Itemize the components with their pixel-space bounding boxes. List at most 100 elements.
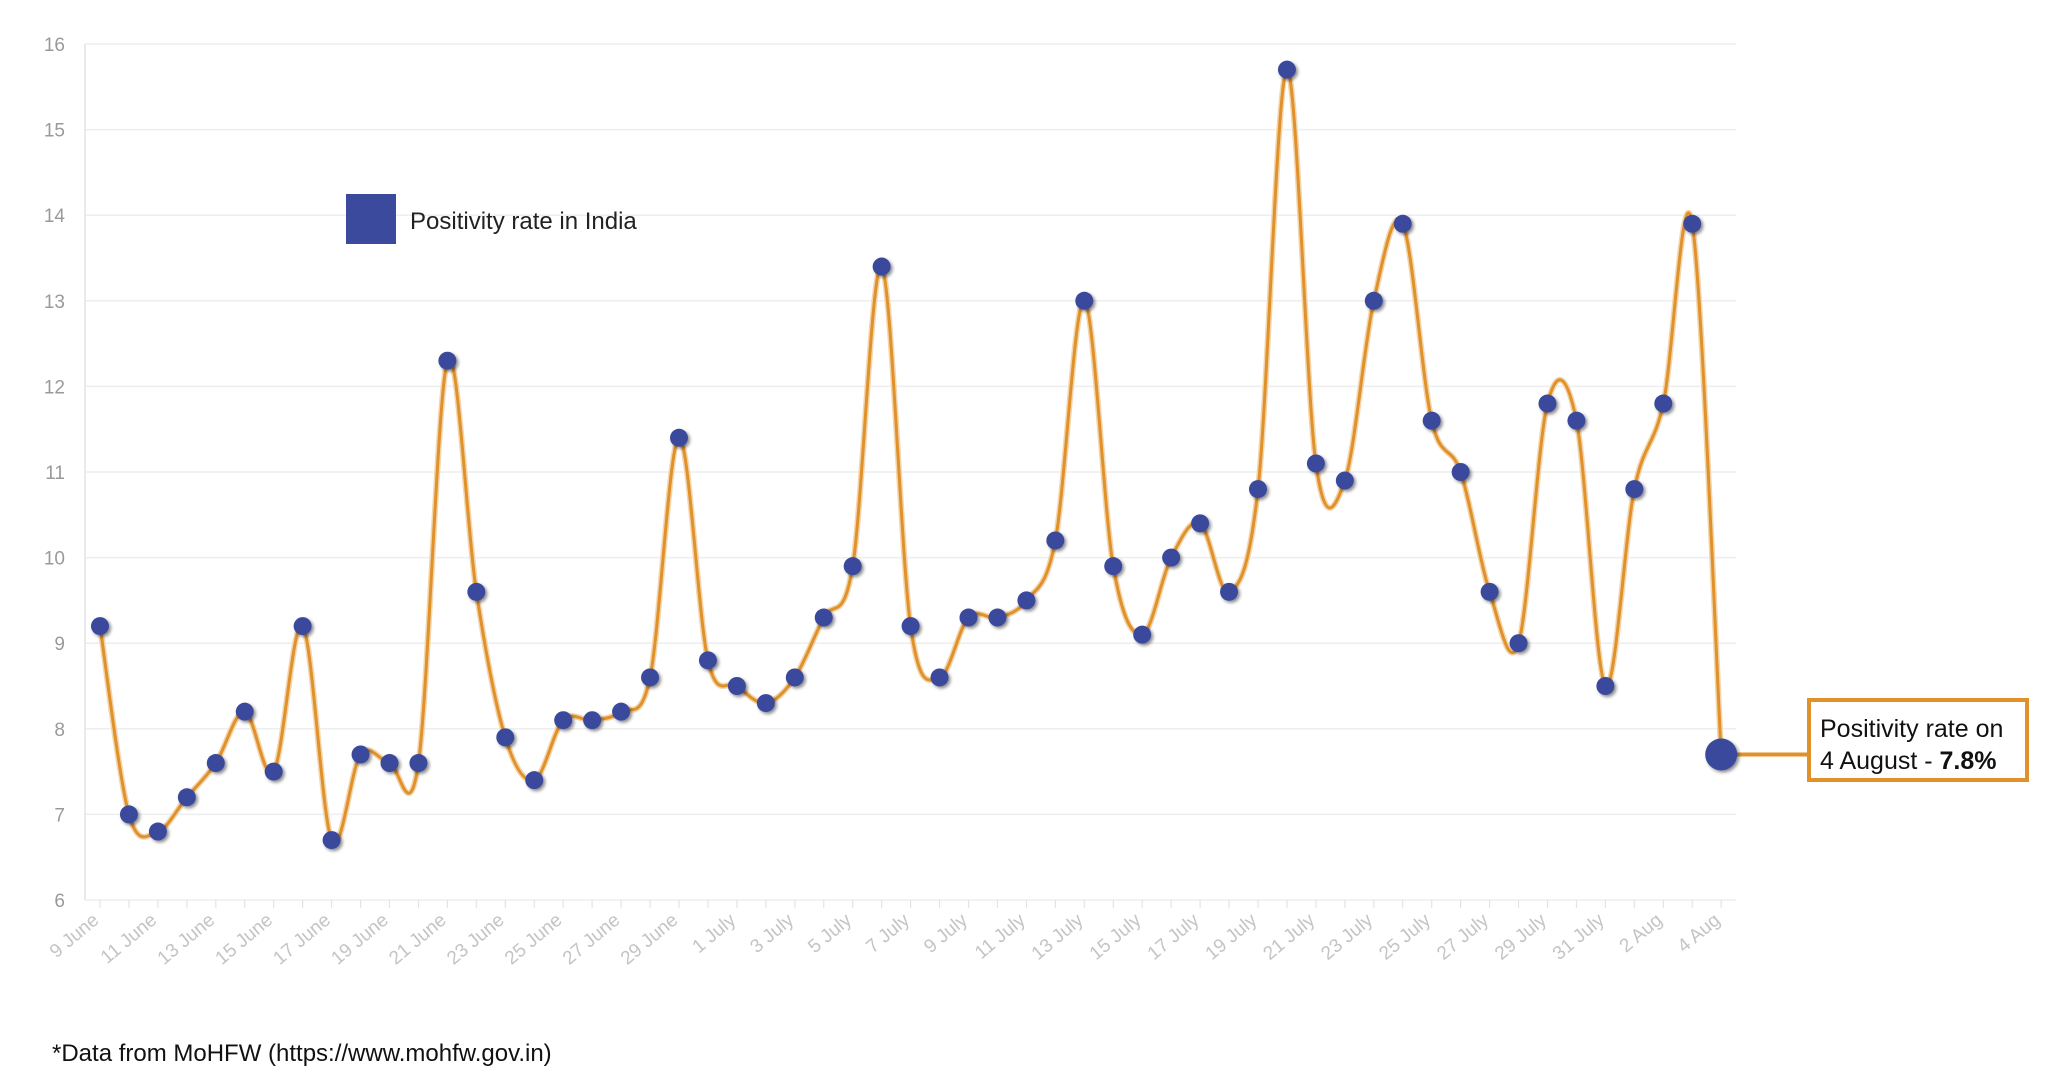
data-point [496,728,515,747]
x-tick-label: 9 June [46,910,103,963]
y-tick-label: 8 [54,720,65,741]
x-tick-label: 23 June [443,910,508,970]
x-tick-label: 29 June [617,910,682,970]
data-point [293,617,312,636]
data-point [1654,394,1673,413]
data-point [641,668,660,687]
legend-label: Positivity rate in India [410,208,637,235]
legend-swatch [346,194,396,244]
x-tick-label: 17 June [270,910,335,970]
data-point [1509,634,1528,653]
callout-line1: Positivity rate on [1820,715,2004,743]
source-note: *Data from MoHFW (https://www.mohfw.gov.… [52,1040,552,1067]
data-point [1249,480,1267,499]
data-point [1480,582,1499,601]
data-point [554,711,573,730]
callout-line2: 4 August - 7.8% [1820,745,2025,777]
data-point [1422,411,1441,430]
data-point [1335,471,1354,490]
data-point [1220,582,1239,601]
y-tick-label: 12 [44,377,65,398]
data-point [1017,591,1036,610]
data-point [1133,625,1152,644]
y-tick-label: 6 [54,891,65,912]
y-tick-label: 11 [45,463,65,484]
data-point [1046,531,1065,550]
data-point [467,582,486,601]
data-point [1596,677,1615,695]
x-tick-label: 27 July [1433,909,1493,964]
x-tick-label: 27 June [559,910,624,970]
x-tick-label: 4 Aug [1674,910,1725,957]
data-point [1625,480,1644,499]
x-tick-label: 19 June [327,910,392,970]
x-tick-label: 31 July [1549,909,1609,964]
data-point [1075,291,1094,310]
y-tick-label: 15 [44,121,65,142]
data-point [1705,738,1738,771]
x-tick-label: 3 July [746,909,798,957]
series-positivity-rate [91,60,1807,850]
x-tick-label: 11 July [971,909,1030,963]
y-axis: 6 7 8 9 10 11 12 13 14 15 16 [44,35,86,912]
data-point [698,651,717,670]
data-point [351,745,370,764]
data-point [1393,214,1412,233]
y-tick-label: 13 [44,292,65,313]
x-tick-label: 7 July [862,909,914,957]
data-point [264,762,283,781]
y-tick-label: 9 [54,634,65,655]
x-tick-label: 15 June [212,910,277,970]
series-line-halo [97,66,1725,847]
y-tick-label: 7 [54,805,65,826]
y-tick-label: 10 [44,549,65,570]
x-tick-label: 2 Aug [1616,910,1667,957]
data-point [438,351,457,370]
data-point [1191,514,1210,533]
x-tick-label: 25 July [1375,909,1435,964]
data-point [177,788,196,807]
y-tick-label: 14 [44,206,66,227]
x-tick-label: 13 July [1028,909,1088,964]
data-point [670,428,688,447]
data-point [1104,557,1123,576]
data-point [380,754,399,773]
data-point [843,557,862,576]
data-point [1162,548,1181,567]
data-point [930,668,949,687]
data-point [872,257,891,276]
data-point [1451,463,1470,481]
x-tick-label: 13 June [154,910,219,970]
x-tick-label: 25 June [501,910,566,970]
data-point [322,831,341,850]
callout-value: 7.8% [1939,747,1997,775]
data-point [1306,454,1325,473]
x-tick-label: 19 July [1202,909,1262,964]
data-point [814,608,833,627]
data-point [119,805,138,824]
data-point [583,711,602,730]
data-point [785,668,804,687]
legend: Positivity rate in India [346,194,637,244]
x-tick-label: 9 July [920,909,972,957]
callout-prefix: 4 August - [1820,747,1940,775]
x-tick-label: 1 July [689,909,741,957]
y-tick-label: 16 [44,35,65,56]
data-point [901,617,920,636]
data-point [1277,60,1296,79]
gridlines [85,43,1736,901]
data-point [148,822,167,841]
x-tick-label: 23 July [1317,909,1377,964]
data-point [612,702,631,721]
data-point [1567,411,1586,430]
x-tick-label: 21 July [1259,909,1319,964]
x-tick-label: 11 June [97,910,161,969]
data-point [235,702,254,721]
data-point [756,694,775,713]
x-tick-label: 5 July [804,909,856,957]
data-point [91,617,109,636]
x-tick-label: 15 July [1086,909,1146,964]
data-point [988,608,1007,627]
